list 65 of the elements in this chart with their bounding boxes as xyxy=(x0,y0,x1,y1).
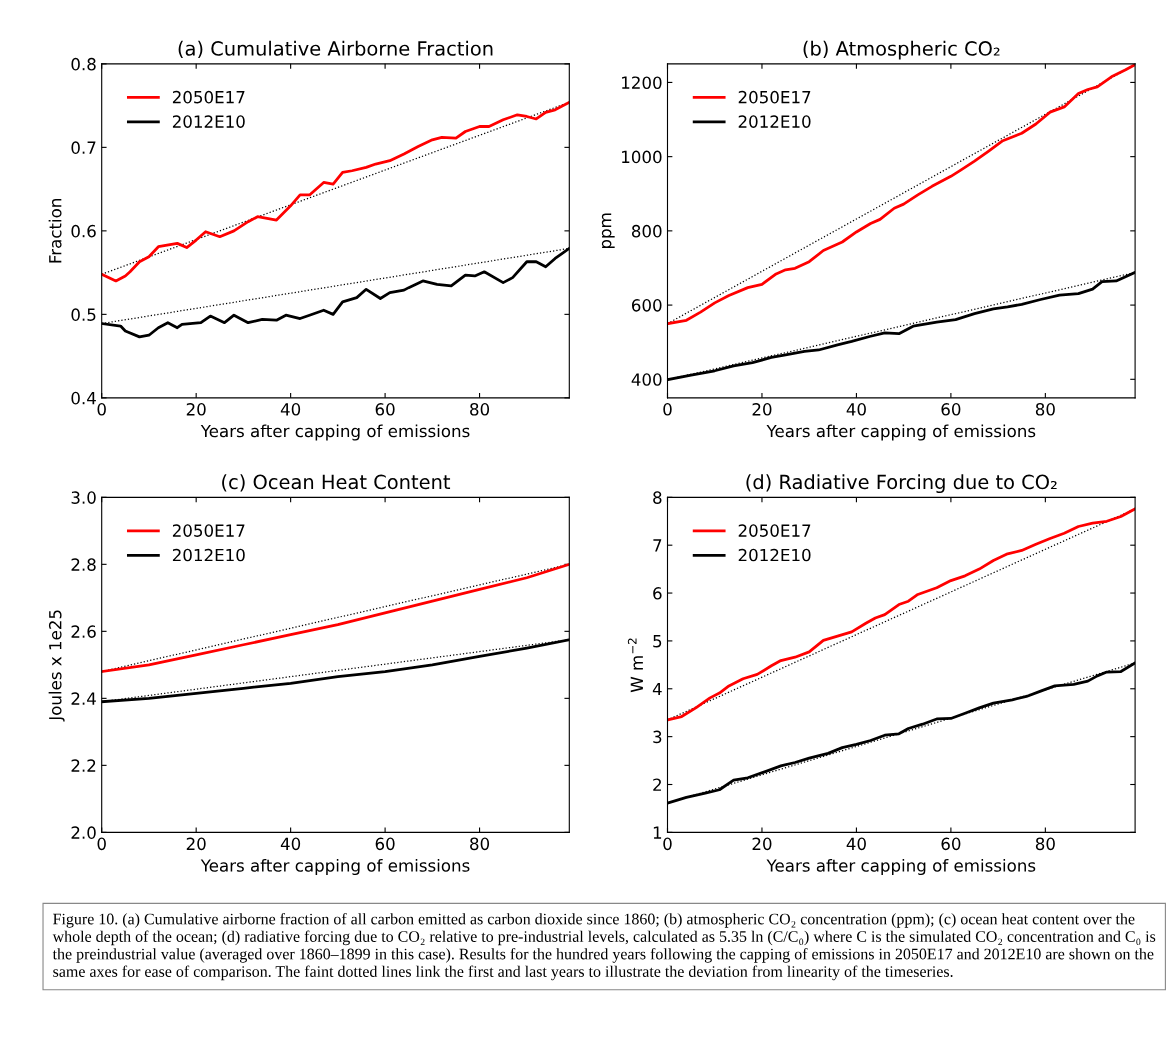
y-tick-label: 0.4 xyxy=(71,391,96,405)
x-tick-label: 0 xyxy=(663,403,672,416)
y-axis-title: Fraction xyxy=(48,199,62,263)
y-tick-label: 2.4 xyxy=(71,692,96,705)
caption: Figure 10. (a) Cumulative airborne fraction of all carbon emitted as carbon dioxide since 1860; (b) atmospheric CO₂ concentration (ppm); (c) ocean heat content over the whole depth of the ocean; (d) radiative forcing due to CO₂ relative to pre-industrial levels, calculated as 5.35 ln (C/C₀) where C is the simulated CO₂ concentration and C₀ is the preindustrial value (averaged over 1860–1899 in this case). Results for the hundred years following the capping of emissions in 2050E17 and 2012E10 are shown on the same axes for ease of comparison. The faint dotted lines link the first and last years to illustrate the deviation from linearity of the timeseries. xyxy=(52,912,1156,981)
x-tick-label: 80 xyxy=(1035,403,1055,416)
x-axis-title: Years after capping of emissions xyxy=(766,858,1036,876)
x-tick-label: 40 xyxy=(846,837,866,851)
x-tick-label: 60 xyxy=(375,403,395,416)
y-tick-label: 8 xyxy=(653,491,662,504)
x-tick-label: 60 xyxy=(941,837,961,851)
chart-title: (c) Ocean Heat Content xyxy=(222,474,451,492)
x-tick-label: 0 xyxy=(97,837,106,851)
chart-title: (d) Radiative Forcing due to CO₂ xyxy=(746,474,1057,494)
y-tick-label: 2.0 xyxy=(71,826,96,839)
x-tick-label: 80 xyxy=(1035,837,1055,851)
x-tick-label: 20 xyxy=(186,403,206,416)
y-tick-label: 4 xyxy=(652,682,662,696)
y-tick-label: 7 xyxy=(653,539,662,552)
legend-label: 2012E10 xyxy=(172,548,245,562)
y-tick-label: 5 xyxy=(653,635,662,648)
x-tick-label: 40 xyxy=(280,837,301,851)
legend-label: 2050E17 xyxy=(172,524,245,537)
y-tick-label: 1000 xyxy=(622,150,662,164)
y-axis-title: ppm xyxy=(601,213,615,249)
y-tick-label: 0.6 xyxy=(71,224,96,238)
x-tick-label: 20 xyxy=(752,403,772,416)
legend-label: 2050E17 xyxy=(738,524,811,537)
legend-label: 2050E17 xyxy=(172,90,245,104)
y-tick-label: 0.7 xyxy=(71,141,96,154)
y-tick-label: 2.2 xyxy=(71,759,96,772)
legend-label: 2050E17 xyxy=(738,90,811,104)
legend-label: 2012E10 xyxy=(172,115,245,128)
legend-label: 2012E10 xyxy=(738,115,811,128)
x-tick-label: 40 xyxy=(280,403,301,416)
x-tick-label: 80 xyxy=(470,403,490,416)
chart-title: (b) Atmospheric CO₂ xyxy=(803,40,1000,60)
y-tick-label: 3 xyxy=(653,730,662,744)
y-tick-label: 0.5 xyxy=(71,308,96,321)
y-tick-label: 3.0 xyxy=(71,491,96,504)
x-tick-label: 60 xyxy=(375,837,395,851)
y-tick-label: 2 xyxy=(653,778,661,791)
x-tick-label: 0 xyxy=(97,403,106,416)
x-axis-title: Years after capping of emissions xyxy=(200,424,470,441)
x-tick-label: 0 xyxy=(663,837,672,851)
x-tick-label: 80 xyxy=(470,837,490,851)
x-tick-label: 40 xyxy=(846,403,866,416)
y-tick-label: 600 xyxy=(631,299,662,312)
x-tick-label: 20 xyxy=(186,837,206,851)
y-tick-label: 2.8 xyxy=(71,558,96,571)
chart-title: (a) Cumulative Airborne Fraction xyxy=(178,40,493,59)
y-tick-label: 1200 xyxy=(622,76,662,89)
x-axis-title: Years after capping of emissions xyxy=(200,858,470,876)
y-tick-label: 400 xyxy=(631,373,662,386)
y-tick-label: 1 xyxy=(653,826,662,839)
y-axis-title: W m$^{−2}$ xyxy=(627,638,643,693)
y-tick-label: 6 xyxy=(653,587,662,600)
legend-label: 2012E10 xyxy=(738,548,811,562)
y-axis-title: Joules x 1e25 xyxy=(48,610,65,722)
y-tick-label: 800 xyxy=(631,224,662,238)
y-tick-label: 2.6 xyxy=(71,625,96,638)
y-tick-label: 0.8 xyxy=(71,57,96,71)
x-tick-label: 20 xyxy=(752,837,772,851)
x-axis-title: Years after capping of emissions xyxy=(766,424,1036,441)
x-tick-label: 60 xyxy=(941,403,961,416)
